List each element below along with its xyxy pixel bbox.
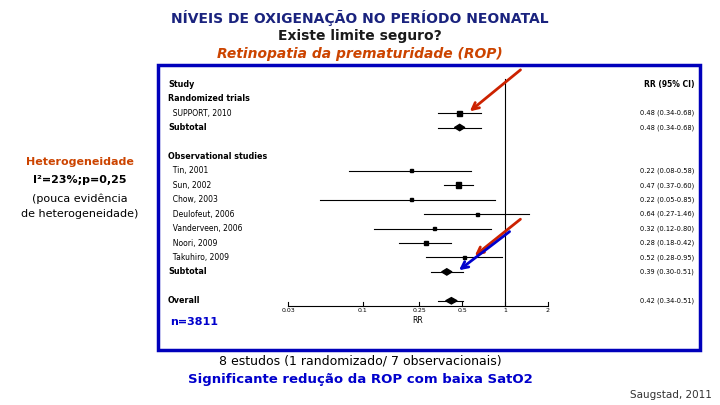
Text: Significante redução da ROP com baixa SatO2: Significante redução da ROP com baixa Sa… (188, 373, 532, 386)
Bar (410, 169, 413, 172)
Text: Chow, 2003: Chow, 2003 (168, 195, 218, 204)
Text: 1: 1 (503, 308, 507, 313)
Polygon shape (446, 298, 457, 304)
Bar (476, 213, 479, 215)
Bar (158, 65, 700, 350)
Bar (457, 111, 462, 116)
Polygon shape (454, 124, 465, 131)
Text: 0.64 (0.27-1.46): 0.64 (0.27-1.46) (640, 211, 694, 217)
Text: Heterogeneidade: Heterogeneidade (26, 157, 134, 167)
Text: 0.22 (0.08-0.58): 0.22 (0.08-0.58) (639, 168, 694, 174)
Text: Overall: Overall (168, 296, 200, 305)
Text: 0.48 (0.34-0.68): 0.48 (0.34-0.68) (640, 110, 694, 116)
Text: 0.1: 0.1 (358, 308, 367, 313)
Text: (pouca evidência: (pouca evidência (32, 193, 128, 203)
Text: 0.32 (0.12-0.80): 0.32 (0.12-0.80) (640, 225, 694, 232)
Text: n=3811: n=3811 (170, 317, 218, 327)
Text: Tin, 2001: Tin, 2001 (168, 166, 208, 175)
Text: 0.5: 0.5 (457, 308, 467, 313)
Text: Saugstad, 2011: Saugstad, 2011 (630, 390, 712, 400)
Polygon shape (441, 269, 452, 275)
Text: Sun, 2002: Sun, 2002 (168, 181, 211, 190)
Text: 0.22 (0.05-0.85): 0.22 (0.05-0.85) (639, 196, 694, 203)
Text: NÍVEIS DE OXIGENAÇÃO NO PERÍODO NEONATAL: NÍVEIS DE OXIGENAÇÃO NO PERÍODO NEONATAL (171, 10, 549, 26)
Text: 8 estudos (1 randomizado/ 7 observacionais): 8 estudos (1 randomizado/ 7 observaciona… (219, 355, 501, 368)
Text: Deulofeut, 2006: Deulofeut, 2006 (168, 210, 235, 219)
Bar (424, 241, 428, 245)
Text: Observational studies: Observational studies (168, 152, 267, 161)
Text: Study: Study (168, 80, 194, 89)
Text: RR (95% CI): RR (95% CI) (644, 80, 694, 89)
Text: de heterogeneidade): de heterogeneidade) (22, 209, 139, 219)
Text: I²=23%;p=0,25: I²=23%;p=0,25 (33, 175, 127, 185)
Text: Randomized trials: Randomized trials (168, 94, 250, 103)
Text: Existe limite seguro?: Existe limite seguro? (278, 29, 442, 43)
Text: 0.52 (0.28-0.95): 0.52 (0.28-0.95) (640, 254, 694, 261)
Text: 0.03: 0.03 (281, 308, 295, 313)
Text: 2: 2 (546, 308, 550, 313)
Bar (410, 198, 413, 201)
Text: Noori, 2009: Noori, 2009 (168, 239, 217, 247)
Text: Vanderveen, 2006: Vanderveen, 2006 (168, 224, 243, 233)
Text: 0.47 (0.37-0.60): 0.47 (0.37-0.60) (640, 182, 694, 189)
Bar (456, 183, 461, 188)
Text: RR: RR (413, 316, 423, 325)
Text: Takuhiro, 2009: Takuhiro, 2009 (168, 253, 229, 262)
Text: Subtotal: Subtotal (168, 123, 207, 132)
Bar (433, 227, 436, 230)
Text: 0.39 (0.30-0.51): 0.39 (0.30-0.51) (640, 269, 694, 275)
Text: 0.48 (0.34-0.68): 0.48 (0.34-0.68) (640, 124, 694, 131)
Text: 0.28 (0.18-0.42): 0.28 (0.18-0.42) (640, 240, 694, 246)
Text: 0.25: 0.25 (413, 308, 426, 313)
Bar (463, 256, 467, 259)
Text: Retinopatia da prematuridade (ROP): Retinopatia da prematuridade (ROP) (217, 47, 503, 61)
Text: Subtotal: Subtotal (168, 267, 207, 276)
Text: SUPPORT, 2010: SUPPORT, 2010 (168, 109, 232, 117)
Text: 0.42 (0.34-0.51): 0.42 (0.34-0.51) (640, 298, 694, 304)
